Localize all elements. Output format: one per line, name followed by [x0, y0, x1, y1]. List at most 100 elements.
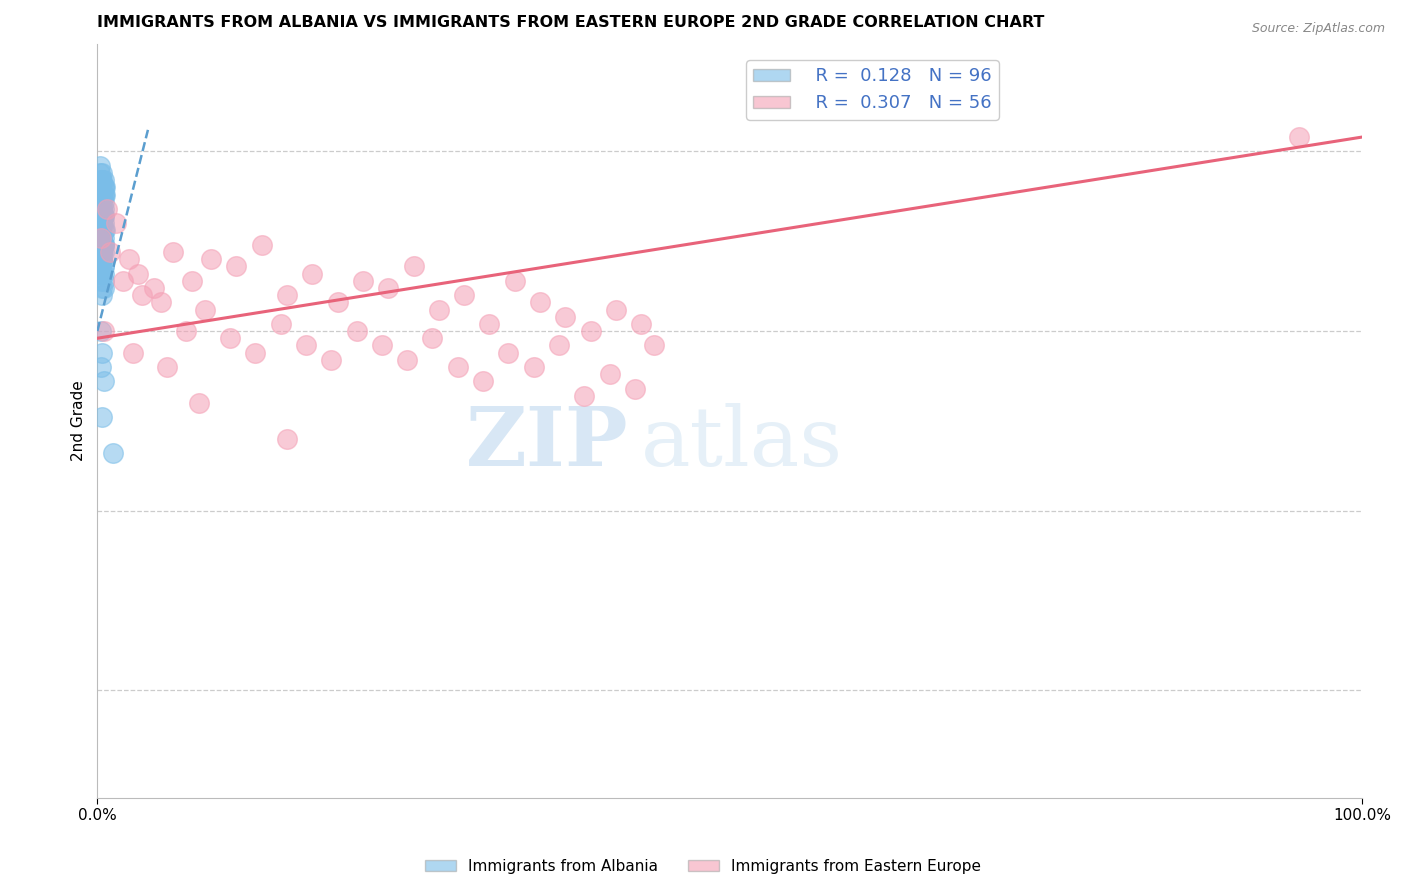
Point	[90, 223, 112, 237]
Point	[93, 274, 115, 288]
Point	[447, 359, 470, 374]
Point	[346, 324, 368, 338]
Point	[91, 173, 114, 187]
Point	[121, 345, 143, 359]
Point	[89, 194, 111, 209]
Point	[91, 216, 114, 230]
Point	[118, 252, 141, 267]
Point	[91, 252, 114, 267]
Point	[90, 267, 112, 281]
Point	[90, 223, 112, 237]
Point	[89, 216, 111, 230]
Point	[94, 223, 117, 237]
Point	[90, 202, 112, 216]
Text: Source: ZipAtlas.com: Source: ZipAtlas.com	[1251, 22, 1385, 36]
Point	[105, 216, 128, 230]
Point	[162, 245, 184, 260]
Point	[91, 194, 114, 209]
Point	[90, 209, 112, 223]
Point	[91, 237, 114, 252]
Point	[90, 180, 112, 194]
Point	[89, 202, 111, 216]
Point	[326, 295, 349, 310]
Point	[93, 281, 115, 295]
Point	[605, 302, 627, 317]
Point	[91, 202, 114, 216]
Point	[91, 187, 114, 202]
Point	[93, 187, 115, 202]
Text: ZIP: ZIP	[465, 403, 628, 483]
Point	[93, 237, 115, 252]
Point	[149, 295, 172, 310]
Point	[301, 267, 323, 281]
Point	[93, 209, 115, 223]
Point	[245, 345, 267, 359]
Point	[90, 230, 112, 244]
Point	[91, 281, 114, 295]
Point	[91, 202, 114, 216]
Point	[187, 396, 209, 410]
Point	[90, 187, 112, 202]
Point	[91, 245, 114, 260]
Point	[89, 230, 111, 244]
Point	[90, 223, 112, 237]
Point	[624, 382, 647, 396]
Point	[422, 331, 444, 345]
Point	[579, 324, 602, 338]
Point	[91, 216, 114, 230]
Legend:   R =  0.128   N = 96,   R =  0.307   N = 56: R = 0.128 N = 96, R = 0.307 N = 56	[747, 61, 998, 120]
Point	[352, 274, 374, 288]
Point	[93, 237, 115, 252]
Point	[93, 237, 115, 252]
Point	[93, 194, 115, 209]
Point	[91, 187, 114, 202]
Point	[91, 209, 114, 223]
Point	[91, 216, 114, 230]
Point	[93, 173, 115, 187]
Point	[101, 446, 124, 460]
Point	[131, 288, 153, 302]
Point	[90, 223, 112, 237]
Point	[90, 230, 112, 244]
Point	[98, 245, 121, 260]
Point	[548, 338, 571, 352]
Y-axis label: 2nd Grade: 2nd Grade	[72, 381, 86, 461]
Point	[90, 209, 112, 223]
Point	[472, 375, 495, 389]
Point	[94, 187, 117, 202]
Point	[93, 202, 115, 216]
Point	[396, 352, 419, 367]
Point	[89, 267, 111, 281]
Point	[181, 274, 204, 288]
Point	[93, 260, 115, 274]
Point	[93, 230, 115, 244]
Point	[91, 216, 114, 230]
Point	[91, 237, 114, 252]
Text: IMMIGRANTS FROM ALBANIA VS IMMIGRANTS FROM EASTERN EUROPE 2ND GRADE CORRELATION : IMMIGRANTS FROM ALBANIA VS IMMIGRANTS FR…	[97, 15, 1045, 30]
Point	[90, 274, 112, 288]
Point	[91, 252, 114, 267]
Point	[574, 389, 596, 403]
Point	[91, 166, 114, 180]
Point	[90, 180, 112, 194]
Point	[523, 359, 546, 374]
Point	[91, 216, 114, 230]
Point	[93, 375, 115, 389]
Point	[91, 245, 114, 260]
Point	[371, 338, 394, 352]
Point	[250, 237, 273, 252]
Point	[630, 317, 652, 331]
Point	[90, 209, 112, 223]
Point	[93, 260, 115, 274]
Point	[90, 359, 112, 374]
Point	[90, 194, 112, 209]
Point	[91, 245, 114, 260]
Point	[90, 194, 112, 209]
Point	[143, 281, 166, 295]
Point	[90, 223, 112, 237]
Point	[1288, 130, 1310, 145]
Point	[270, 317, 292, 331]
Point	[478, 317, 501, 331]
Point	[498, 345, 520, 359]
Point	[90, 260, 112, 274]
